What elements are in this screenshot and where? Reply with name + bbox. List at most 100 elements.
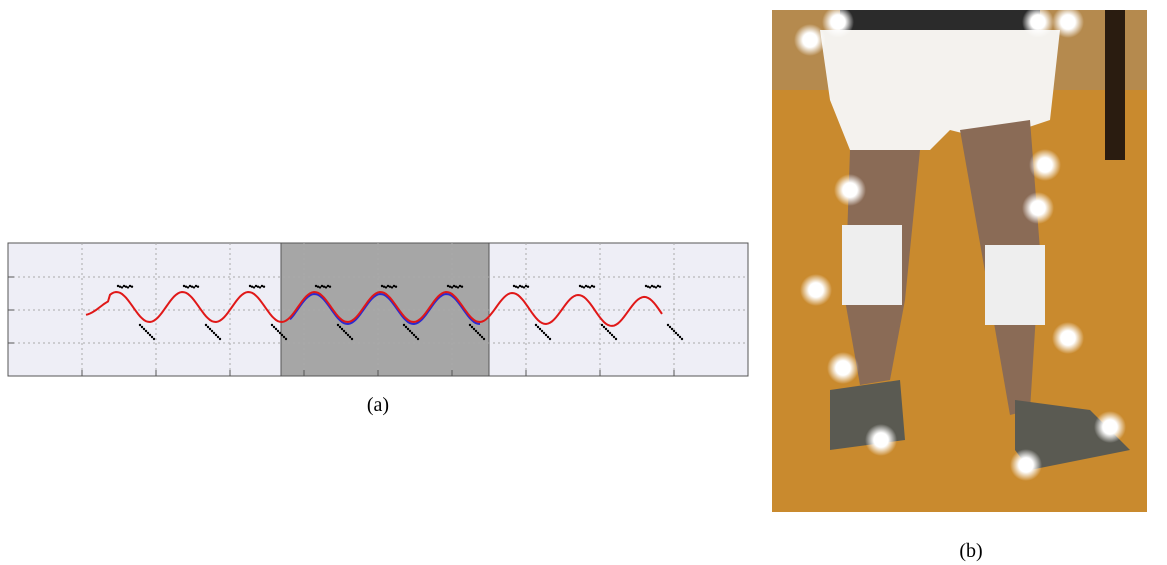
- marker-point: [677, 334, 679, 336]
- marker-point: [349, 336, 351, 338]
- marker-point: [471, 326, 473, 328]
- marker-point: [541, 330, 543, 332]
- marker-point: [205, 324, 207, 326]
- marker-point: [351, 338, 353, 340]
- marker-point: [457, 286, 459, 288]
- marker-point: [277, 330, 279, 332]
- marker-point: [187, 286, 189, 288]
- marker-point: [141, 326, 143, 328]
- marker-point: [667, 324, 669, 326]
- marker-point: [611, 334, 613, 336]
- marker-point: [589, 286, 591, 288]
- marker-point: [391, 286, 393, 288]
- marker-point: [405, 326, 407, 328]
- marker-point: [479, 334, 481, 336]
- plot-panel: [8, 243, 748, 376]
- marker-point: [151, 336, 153, 338]
- marker-point: [253, 286, 255, 288]
- marker-point: [127, 286, 129, 288]
- marker-point: [679, 336, 681, 338]
- marker-point: [139, 324, 141, 326]
- marker-point: [605, 328, 607, 330]
- marker-point: [413, 334, 415, 336]
- marker-point: [259, 286, 261, 288]
- marker-point: [673, 330, 675, 332]
- marker-point: [675, 332, 677, 334]
- marker-point: [209, 328, 211, 330]
- marker-point: [343, 330, 345, 332]
- marker-point: [325, 286, 327, 288]
- marker-point: [337, 324, 339, 326]
- marker-point: [263, 286, 265, 288]
- marker-point: [669, 326, 671, 328]
- marker-point: [281, 334, 283, 336]
- marker-point: [539, 328, 541, 330]
- chair-leg: [1105, 10, 1125, 160]
- marker-point: [461, 286, 463, 288]
- marker-point: [211, 330, 213, 332]
- marker-point: [385, 286, 387, 288]
- marker-point: [451, 286, 453, 288]
- marker-point: [603, 326, 605, 328]
- marker-point: [469, 324, 471, 326]
- marker-point: [613, 336, 615, 338]
- marker-point: [671, 328, 673, 330]
- marker-point: [271, 324, 273, 326]
- marker-light: [1052, 6, 1084, 38]
- figure: (a) (b): [0, 0, 1167, 565]
- marker-light: [1022, 192, 1054, 224]
- marker-point: [681, 338, 683, 340]
- marker-point: [273, 326, 275, 328]
- marker-point: [341, 328, 343, 330]
- marker-point: [545, 334, 547, 336]
- marker-point: [193, 286, 195, 288]
- marker-point: [153, 338, 155, 340]
- marker-point: [417, 338, 419, 340]
- marker-point: [329, 286, 331, 288]
- marker-point: [523, 286, 525, 288]
- marker-point: [473, 328, 475, 330]
- marker-point: [143, 328, 145, 330]
- photo-panel: [772, 6, 1147, 512]
- marker-light: [800, 274, 832, 306]
- marker-point: [659, 286, 661, 288]
- marker-point: [207, 326, 209, 328]
- marker-point: [547, 336, 549, 338]
- marker-point: [537, 326, 539, 328]
- marker-light: [794, 24, 826, 56]
- marker-light: [1094, 411, 1126, 443]
- marker-point: [217, 336, 219, 338]
- marker-point: [649, 286, 651, 288]
- marker-point: [583, 286, 585, 288]
- marker-point: [527, 286, 529, 288]
- marker-point: [483, 338, 485, 340]
- marker-point: [535, 324, 537, 326]
- marker-point: [121, 286, 123, 288]
- marker-point: [601, 324, 603, 326]
- marker-point: [347, 334, 349, 336]
- marker-point: [197, 286, 199, 288]
- marker-light: [865, 424, 897, 456]
- marker-point: [279, 332, 281, 334]
- marker-point: [609, 332, 611, 334]
- marker-point: [403, 324, 405, 326]
- marker-point: [219, 338, 221, 340]
- marker-light: [834, 174, 866, 206]
- marker-point: [415, 336, 417, 338]
- knee-wrap-right: [985, 245, 1045, 325]
- marker-point: [481, 336, 483, 338]
- marker-light: [1029, 149, 1061, 181]
- marker-point: [283, 336, 285, 338]
- marker-point: [407, 328, 409, 330]
- marker-point: [147, 332, 149, 334]
- marker-point: [345, 332, 347, 334]
- marker-point: [395, 286, 397, 288]
- marker-point: [339, 326, 341, 328]
- marker-point: [607, 330, 609, 332]
- marker-point: [409, 330, 411, 332]
- marker-point: [145, 330, 147, 332]
- caption-a: (a): [367, 394, 389, 416]
- caption-b: (b): [959, 540, 982, 562]
- marker-point: [477, 332, 479, 334]
- marker-point: [593, 286, 595, 288]
